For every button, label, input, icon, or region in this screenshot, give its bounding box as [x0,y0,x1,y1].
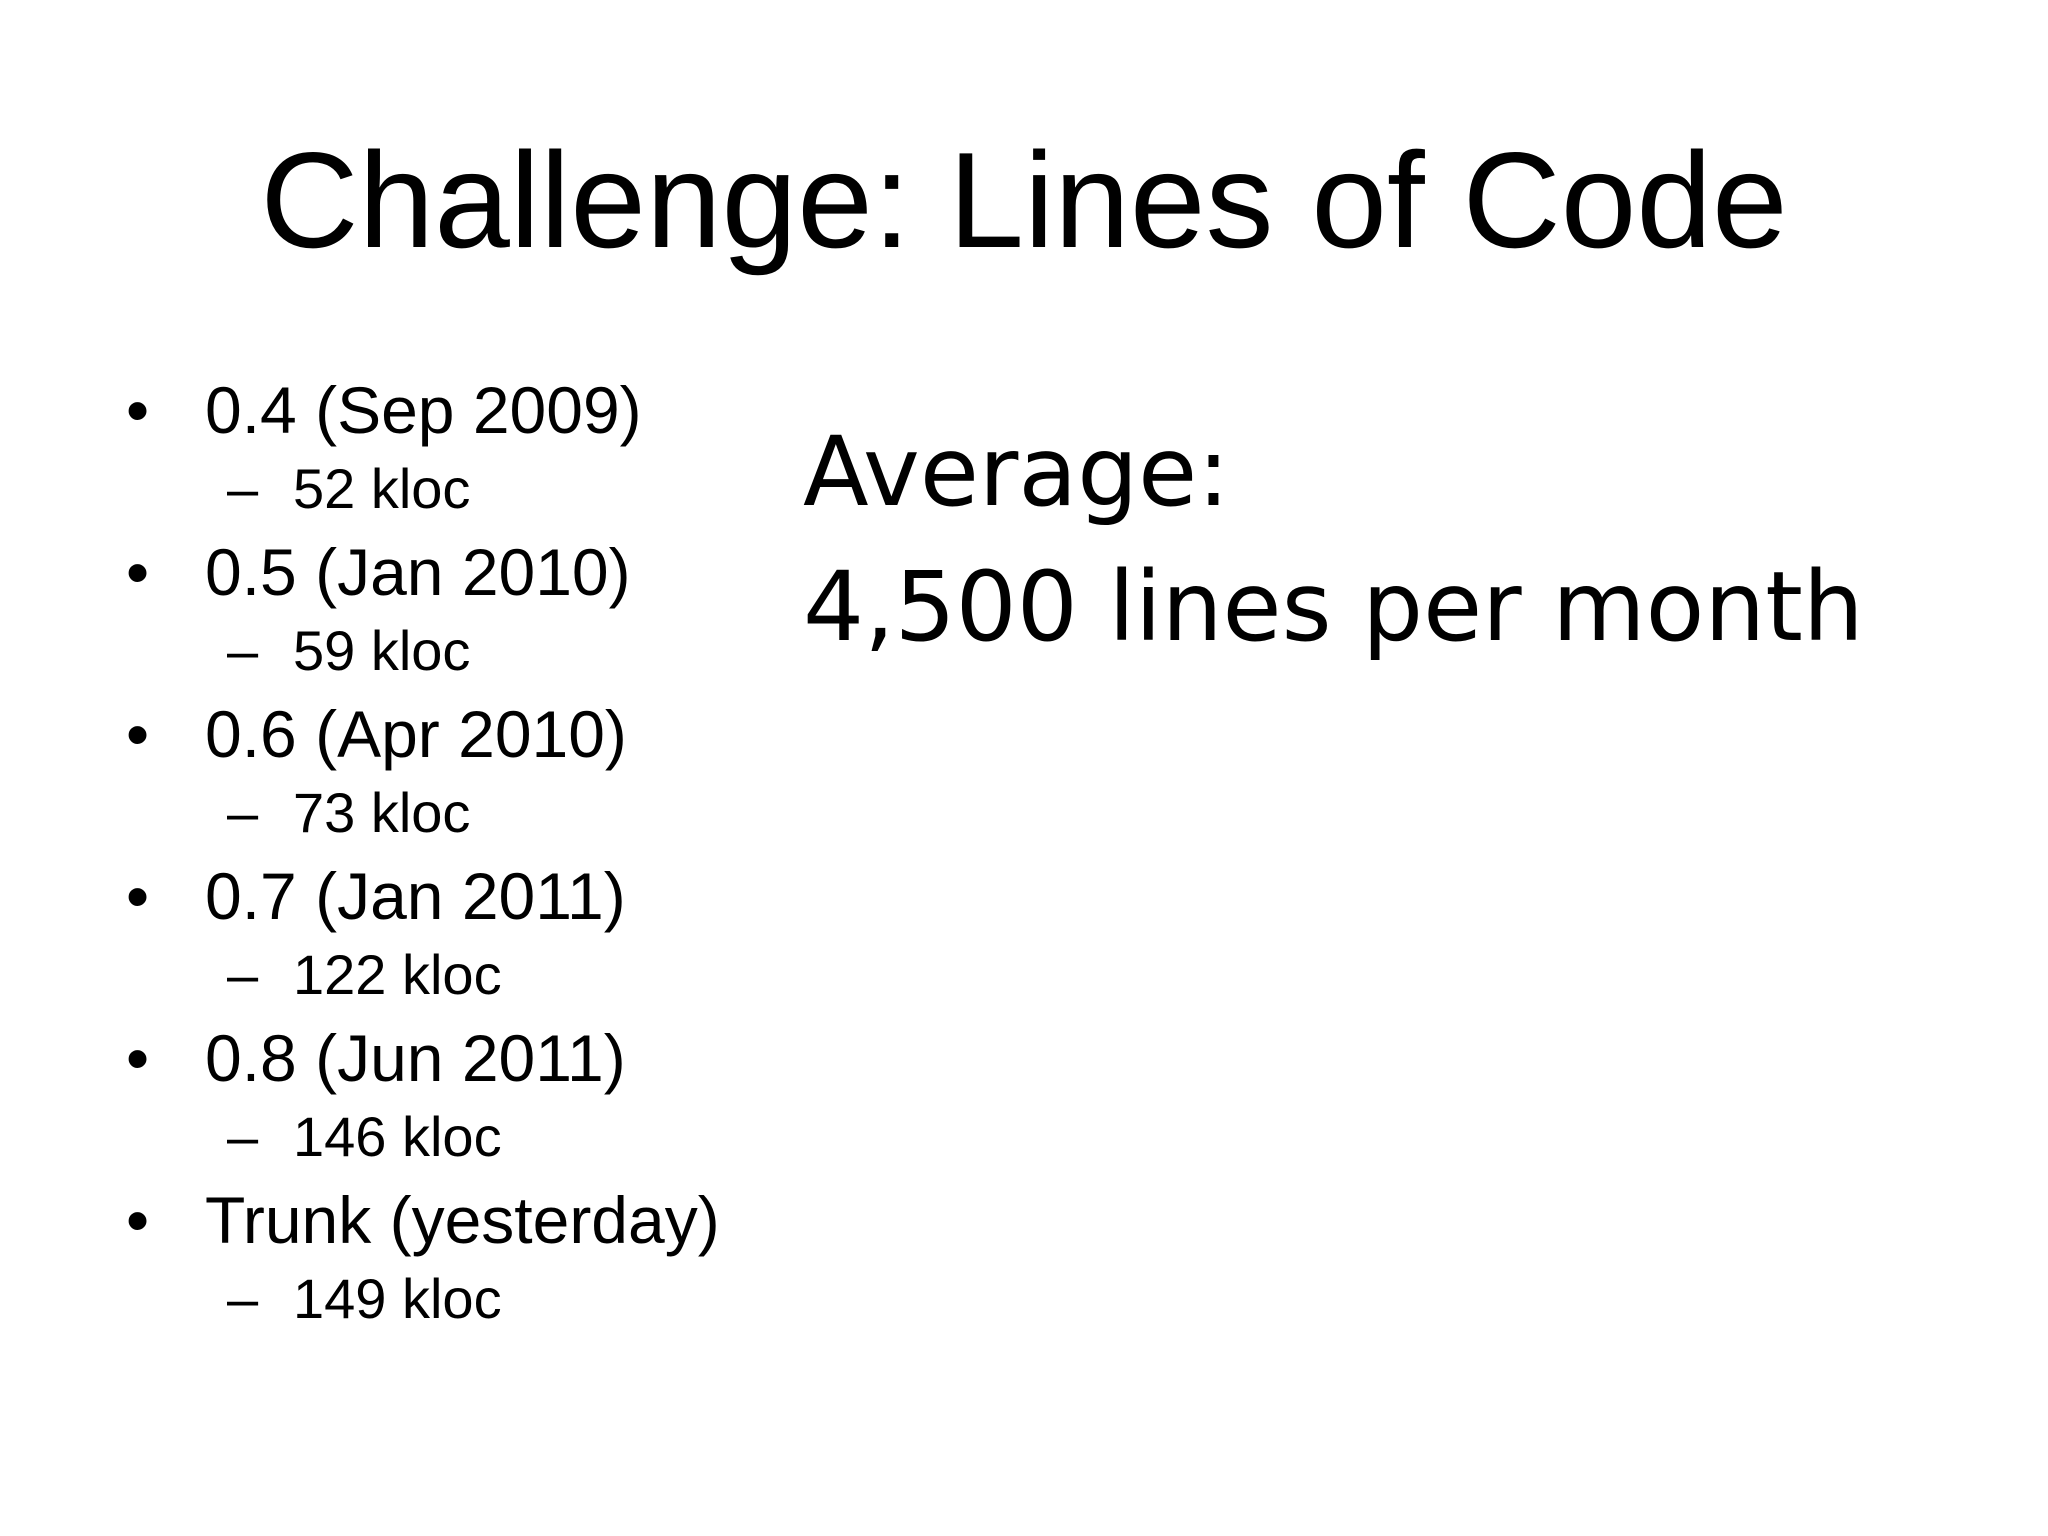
bullet-text: 0.4 (Sep 2009) [205,373,642,447]
sub-dash: – [227,619,259,682]
slide-title: Challenge: Lines of Code [260,124,1788,276]
bullet-dot: • [126,535,150,609]
note-line: Average: [803,416,1230,528]
sub-dash: – [227,457,259,520]
bullet-dot: • [126,1021,150,1095]
sub-text: 149 kloc [293,1267,502,1330]
sub-text: 73 kloc [293,781,471,844]
sub-dash: – [227,1105,259,1168]
note-line: 4,500 lines per month [803,551,1864,663]
bullet-dot: • [126,859,150,933]
bullet-dot: • [126,1183,150,1257]
bullet-text: 0.6 (Apr 2010) [205,697,627,771]
bullet-text: 0.8 (Jun 2011) [205,1021,626,1095]
sub-text: 122 kloc [293,943,502,1006]
bullet-dot: • [126,373,150,447]
bullet-text: 0.7 (Jan 2011) [205,859,626,933]
bullet-text: Trunk (yesterday) [205,1183,720,1257]
sub-dash: – [227,781,259,844]
sub-dash: – [227,1267,259,1330]
sub-text: 146 kloc [293,1105,502,1168]
sub-text: 59 kloc [293,619,471,682]
sub-text: 52 kloc [293,457,471,520]
bullet-dot: • [126,697,150,771]
bullet-text: 0.5 (Jan 2010) [205,535,631,609]
sub-dash: – [227,943,259,1006]
